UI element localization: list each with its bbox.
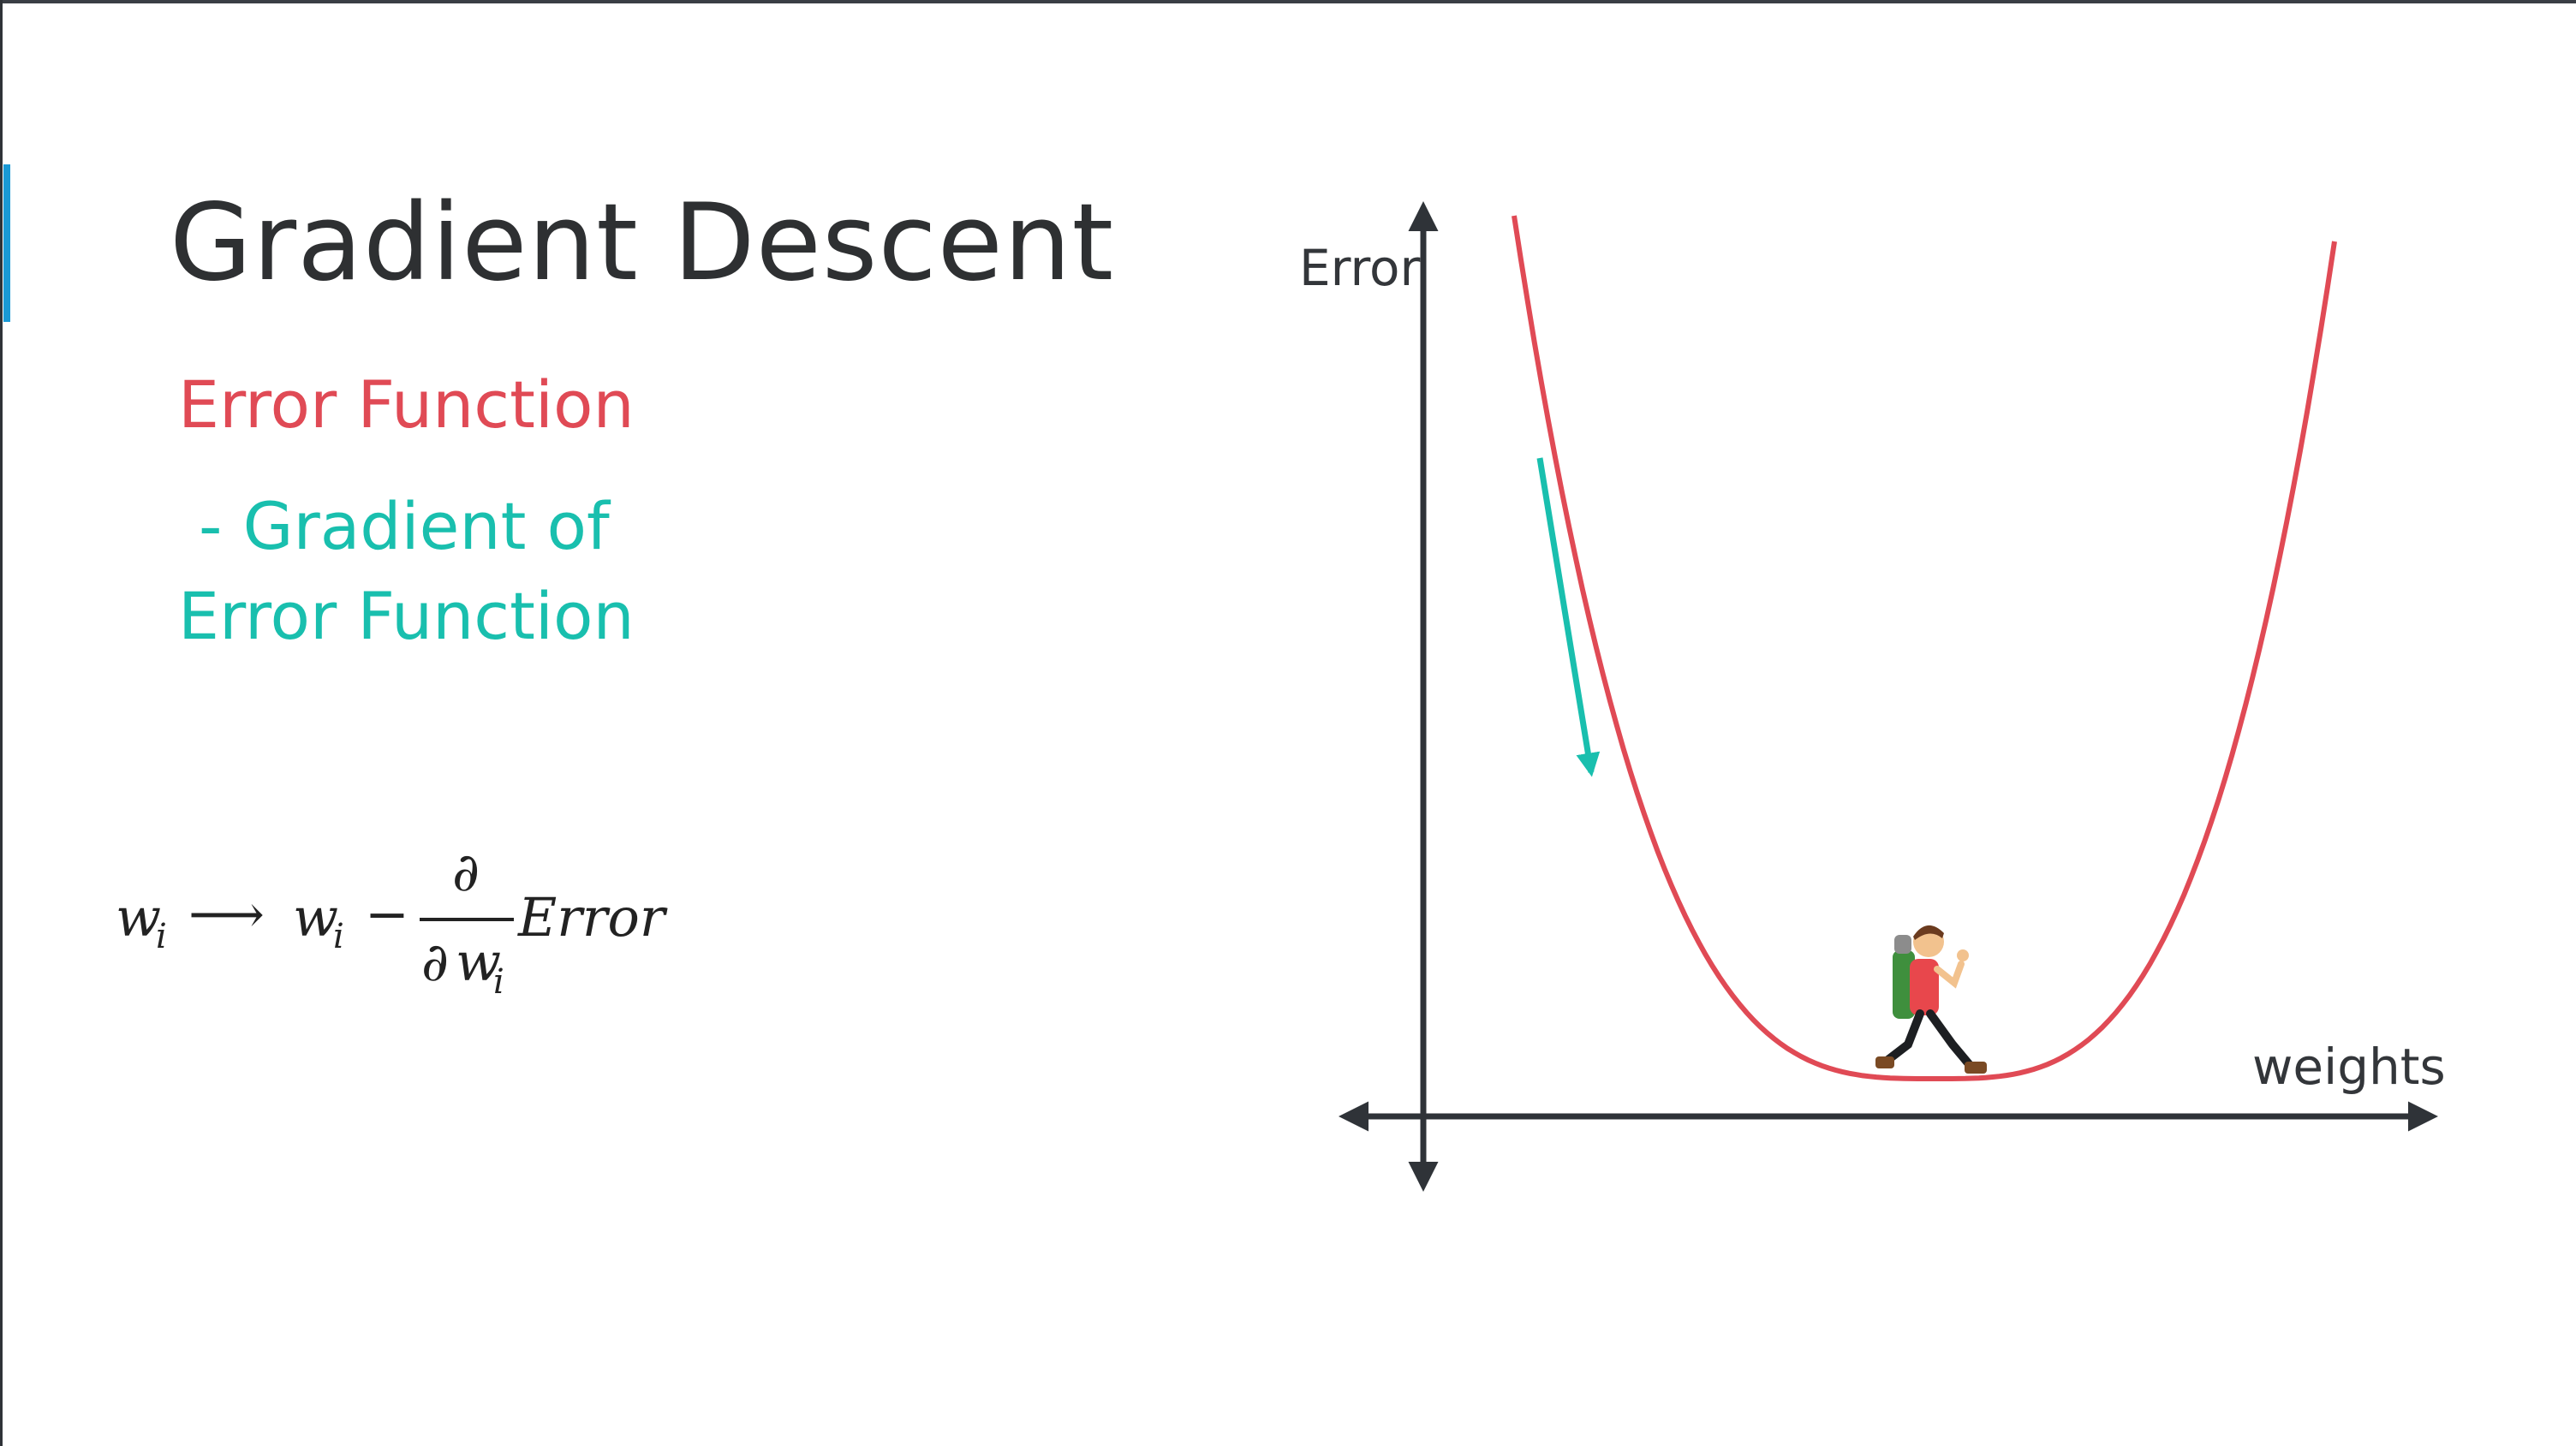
formula-sub-right: i [333, 917, 344, 956]
error-function-label: Error Function [178, 366, 635, 443]
formula-w-left: w [116, 886, 161, 949]
update-rule-formula: w i ⟶ w i − ∂ ∂ w i Error [116, 841, 668, 1002]
formula-arrow: ⟶ [188, 883, 265, 945]
formula-w-right: w [293, 886, 338, 949]
gradient-descent-diagram: Error weights [1299, 201, 2446, 1192]
top-border [0, 0, 2576, 3]
x-axis-label: weights [2252, 1038, 2446, 1096]
error-curve [1512, 215, 2337, 1081]
formula-partial-bottom: ∂ [421, 931, 449, 993]
formula-minus: − [365, 883, 409, 945]
accent-bar [3, 164, 10, 322]
gradient-label-line2: Error Function [178, 578, 635, 654]
formula-w-bottom: w [456, 931, 501, 993]
formula-error: Error [517, 886, 668, 949]
y-axis-label: Error [1299, 239, 1421, 297]
gradient-arrow [1536, 457, 1601, 777]
slide-title: Gradient Descent [170, 181, 1115, 305]
formula-partial-top: ∂ [452, 841, 480, 903]
left-border [0, 0, 3, 1446]
formula-sub-left: i [156, 917, 167, 956]
hiker-icon [1875, 925, 1987, 1074]
gradient-label-line1: - Gradient of [199, 488, 610, 564]
formula-sub-bottom: i [493, 962, 504, 1002]
